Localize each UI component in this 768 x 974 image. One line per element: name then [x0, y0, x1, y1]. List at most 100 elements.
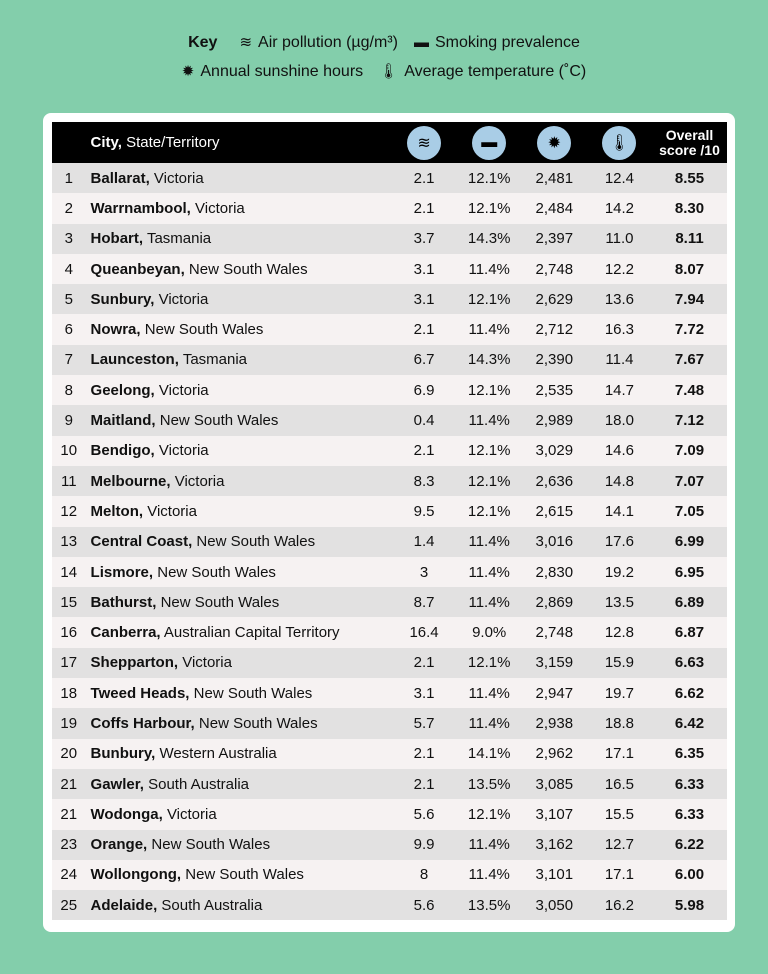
- score-header: Overall score /10: [652, 126, 727, 158]
- overall-score: 7.07: [674, 472, 705, 490]
- city-name: Bunbury,: [90, 745, 156, 763]
- air-pollution: 2.1: [413, 199, 435, 217]
- city-cell: Wodonga, Victoria: [86, 806, 392, 823]
- sunshine-hours: 3,085: [535, 775, 574, 793]
- rank: 25: [60, 896, 78, 914]
- overall-score: 8.11: [675, 230, 704, 248]
- average-temperature: 13.6: [604, 290, 635, 308]
- rank: 19: [60, 714, 78, 732]
- air-pollution: 5.6: [413, 896, 435, 914]
- key-label: Air pollution (µg/m³): [258, 34, 398, 51]
- average-temperature: 17.1: [604, 745, 635, 763]
- city-cell: Shepparton, Victoria: [86, 654, 392, 671]
- overall-score: 8.30: [674, 199, 705, 217]
- state-name: New South Wales: [159, 412, 279, 430]
- overall-score: 8.55: [674, 169, 705, 187]
- city-name: Queanbeyan,: [90, 260, 185, 278]
- smoking-prevalence: 12.1%: [467, 169, 511, 187]
- city-name: Melton,: [90, 502, 144, 520]
- rank: 11: [60, 472, 77, 490]
- smoking-prevalence: 11.4%: [468, 412, 510, 430]
- rank: 23: [60, 836, 78, 854]
- smoking-prevalence: 9.0%: [472, 624, 507, 642]
- smoking-prevalence: 11.4%: [468, 563, 510, 581]
- state-name: Victoria: [174, 472, 225, 490]
- air-pollution: 16.4: [409, 624, 439, 642]
- smoking-prevalence: 11.4%: [468, 260, 510, 278]
- city-name: Warrnambool,: [90, 199, 191, 217]
- state-name: South Australia: [161, 896, 263, 914]
- table-row: 7 Launceston, Tasmania 6.7 14.3% 2,390 1…: [52, 344, 727, 376]
- table-row: 9 Maitland, New South Wales 0.4 11.4% 2,…: [52, 405, 727, 436]
- overall-score: 7.48: [674, 381, 705, 399]
- smoking-prevalence: 12.1%: [467, 472, 511, 490]
- ranking-table: City, State/Territory ≋ ▬ ✹ 🌡 Overall sco…: [52, 122, 727, 921]
- sun-icon: ✹: [537, 125, 572, 160]
- table-row: 23 Orange, New South Wales 9.9 11.4% 3,1…: [52, 829, 727, 860]
- state-name: New South Wales: [151, 836, 271, 854]
- city-cell: Melton, Victoria: [86, 503, 392, 520]
- wind-icon: ≋: [239, 34, 253, 51]
- rank: 21: [60, 775, 78, 793]
- city-name: Shepparton,: [90, 654, 179, 672]
- sunshine-hours: 2,748: [535, 260, 574, 278]
- sunshine-hours: 3,159: [535, 654, 574, 672]
- sunshine-hours: 2,535: [535, 381, 574, 399]
- table-row: 6 Nowra, New South Wales 2.1 11.4% 2,712…: [52, 314, 727, 345]
- smoking-prevalence: 12.1%: [467, 502, 511, 520]
- overall-score: 6.99: [674, 533, 705, 551]
- overall-score: 6.63: [674, 654, 705, 672]
- state-name: Australian Capital Territory: [163, 624, 340, 642]
- state-name: Victoria: [166, 805, 217, 823]
- table-row: 25 Adelaide, South Australia 5.6 13.5% 3…: [52, 890, 727, 921]
- city-cell: Bendigo, Victoria: [86, 442, 392, 459]
- table-row: 3 Hobart, Tasmania 3.7 14.3% 2,397 11.0 …: [52, 223, 727, 254]
- city-cell: Sunbury, Victoria: [86, 291, 392, 308]
- air-pollution: 3.7: [413, 230, 435, 248]
- sunshine-hours: 3,101: [535, 866, 574, 884]
- rank: 18: [60, 684, 78, 702]
- average-temperature: 16.2: [604, 896, 635, 914]
- air-pollution: 2.1: [413, 442, 435, 460]
- score-header-line1: Overall: [665, 126, 714, 143]
- city-cell: Melbourne, Victoria: [86, 473, 392, 490]
- overall-score: 5.98: [674, 896, 705, 914]
- wind-icon: ≋: [407, 125, 442, 160]
- average-temperature: 15.5: [604, 805, 635, 823]
- air-pollution: 3.1: [413, 684, 435, 702]
- average-temperature: 15.9: [604, 654, 635, 672]
- smoking-prevalence: 13.5%: [467, 896, 511, 914]
- smoking-prevalence: 12.1%: [467, 654, 511, 672]
- rank: 1: [64, 169, 73, 187]
- state-name: New South Wales: [193, 684, 313, 702]
- sunshine-hours: 2,989: [535, 412, 574, 430]
- average-temperature: 19.7: [604, 684, 635, 702]
- smoking-prevalence: 11.4%: [468, 533, 510, 551]
- city-name: Bathurst,: [90, 593, 157, 611]
- smoking-prevalence: 14.3%: [467, 230, 511, 248]
- average-temperature: 16.3: [604, 321, 635, 339]
- sunshine-hours: 2,712: [535, 321, 574, 339]
- city-cell: Hobart, Tasmania: [86, 230, 392, 247]
- rank: 12: [60, 502, 78, 520]
- air-pollution: 2.1: [413, 654, 435, 672]
- overall-score: 7.94: [674, 290, 705, 308]
- city-name: Geelong,: [90, 381, 155, 399]
- table-row: 15 Bathurst, New South Wales 8.7 11.4% 2…: [52, 587, 727, 618]
- city-cell: Wollongong, New South Wales: [86, 866, 392, 883]
- rank: 6: [64, 321, 73, 339]
- air-pollution: 2.1: [413, 321, 435, 339]
- state-name: Western Australia: [159, 745, 277, 763]
- table-row: 8 Geelong, Victoria 6.9 12.1% 2,535 14.7…: [52, 375, 727, 406]
- city-name: Sunbury,: [90, 290, 155, 308]
- rank: 15: [60, 593, 78, 611]
- average-temperature: 19.2: [604, 563, 635, 581]
- city-header: City,: [90, 134, 122, 151]
- table-row: 21 Gawler, South Australia 2.1 13.5% 3,0…: [52, 768, 727, 800]
- city-cell: Queanbeyan, New South Wales: [86, 261, 392, 278]
- air-pollution: 3: [419, 563, 429, 581]
- air-pollution: 9.5: [413, 502, 435, 520]
- city-cell: Launceston, Tasmania: [86, 351, 392, 368]
- smoking-prevalence: 12.1%: [467, 290, 511, 308]
- average-temperature: 18.0: [604, 412, 635, 430]
